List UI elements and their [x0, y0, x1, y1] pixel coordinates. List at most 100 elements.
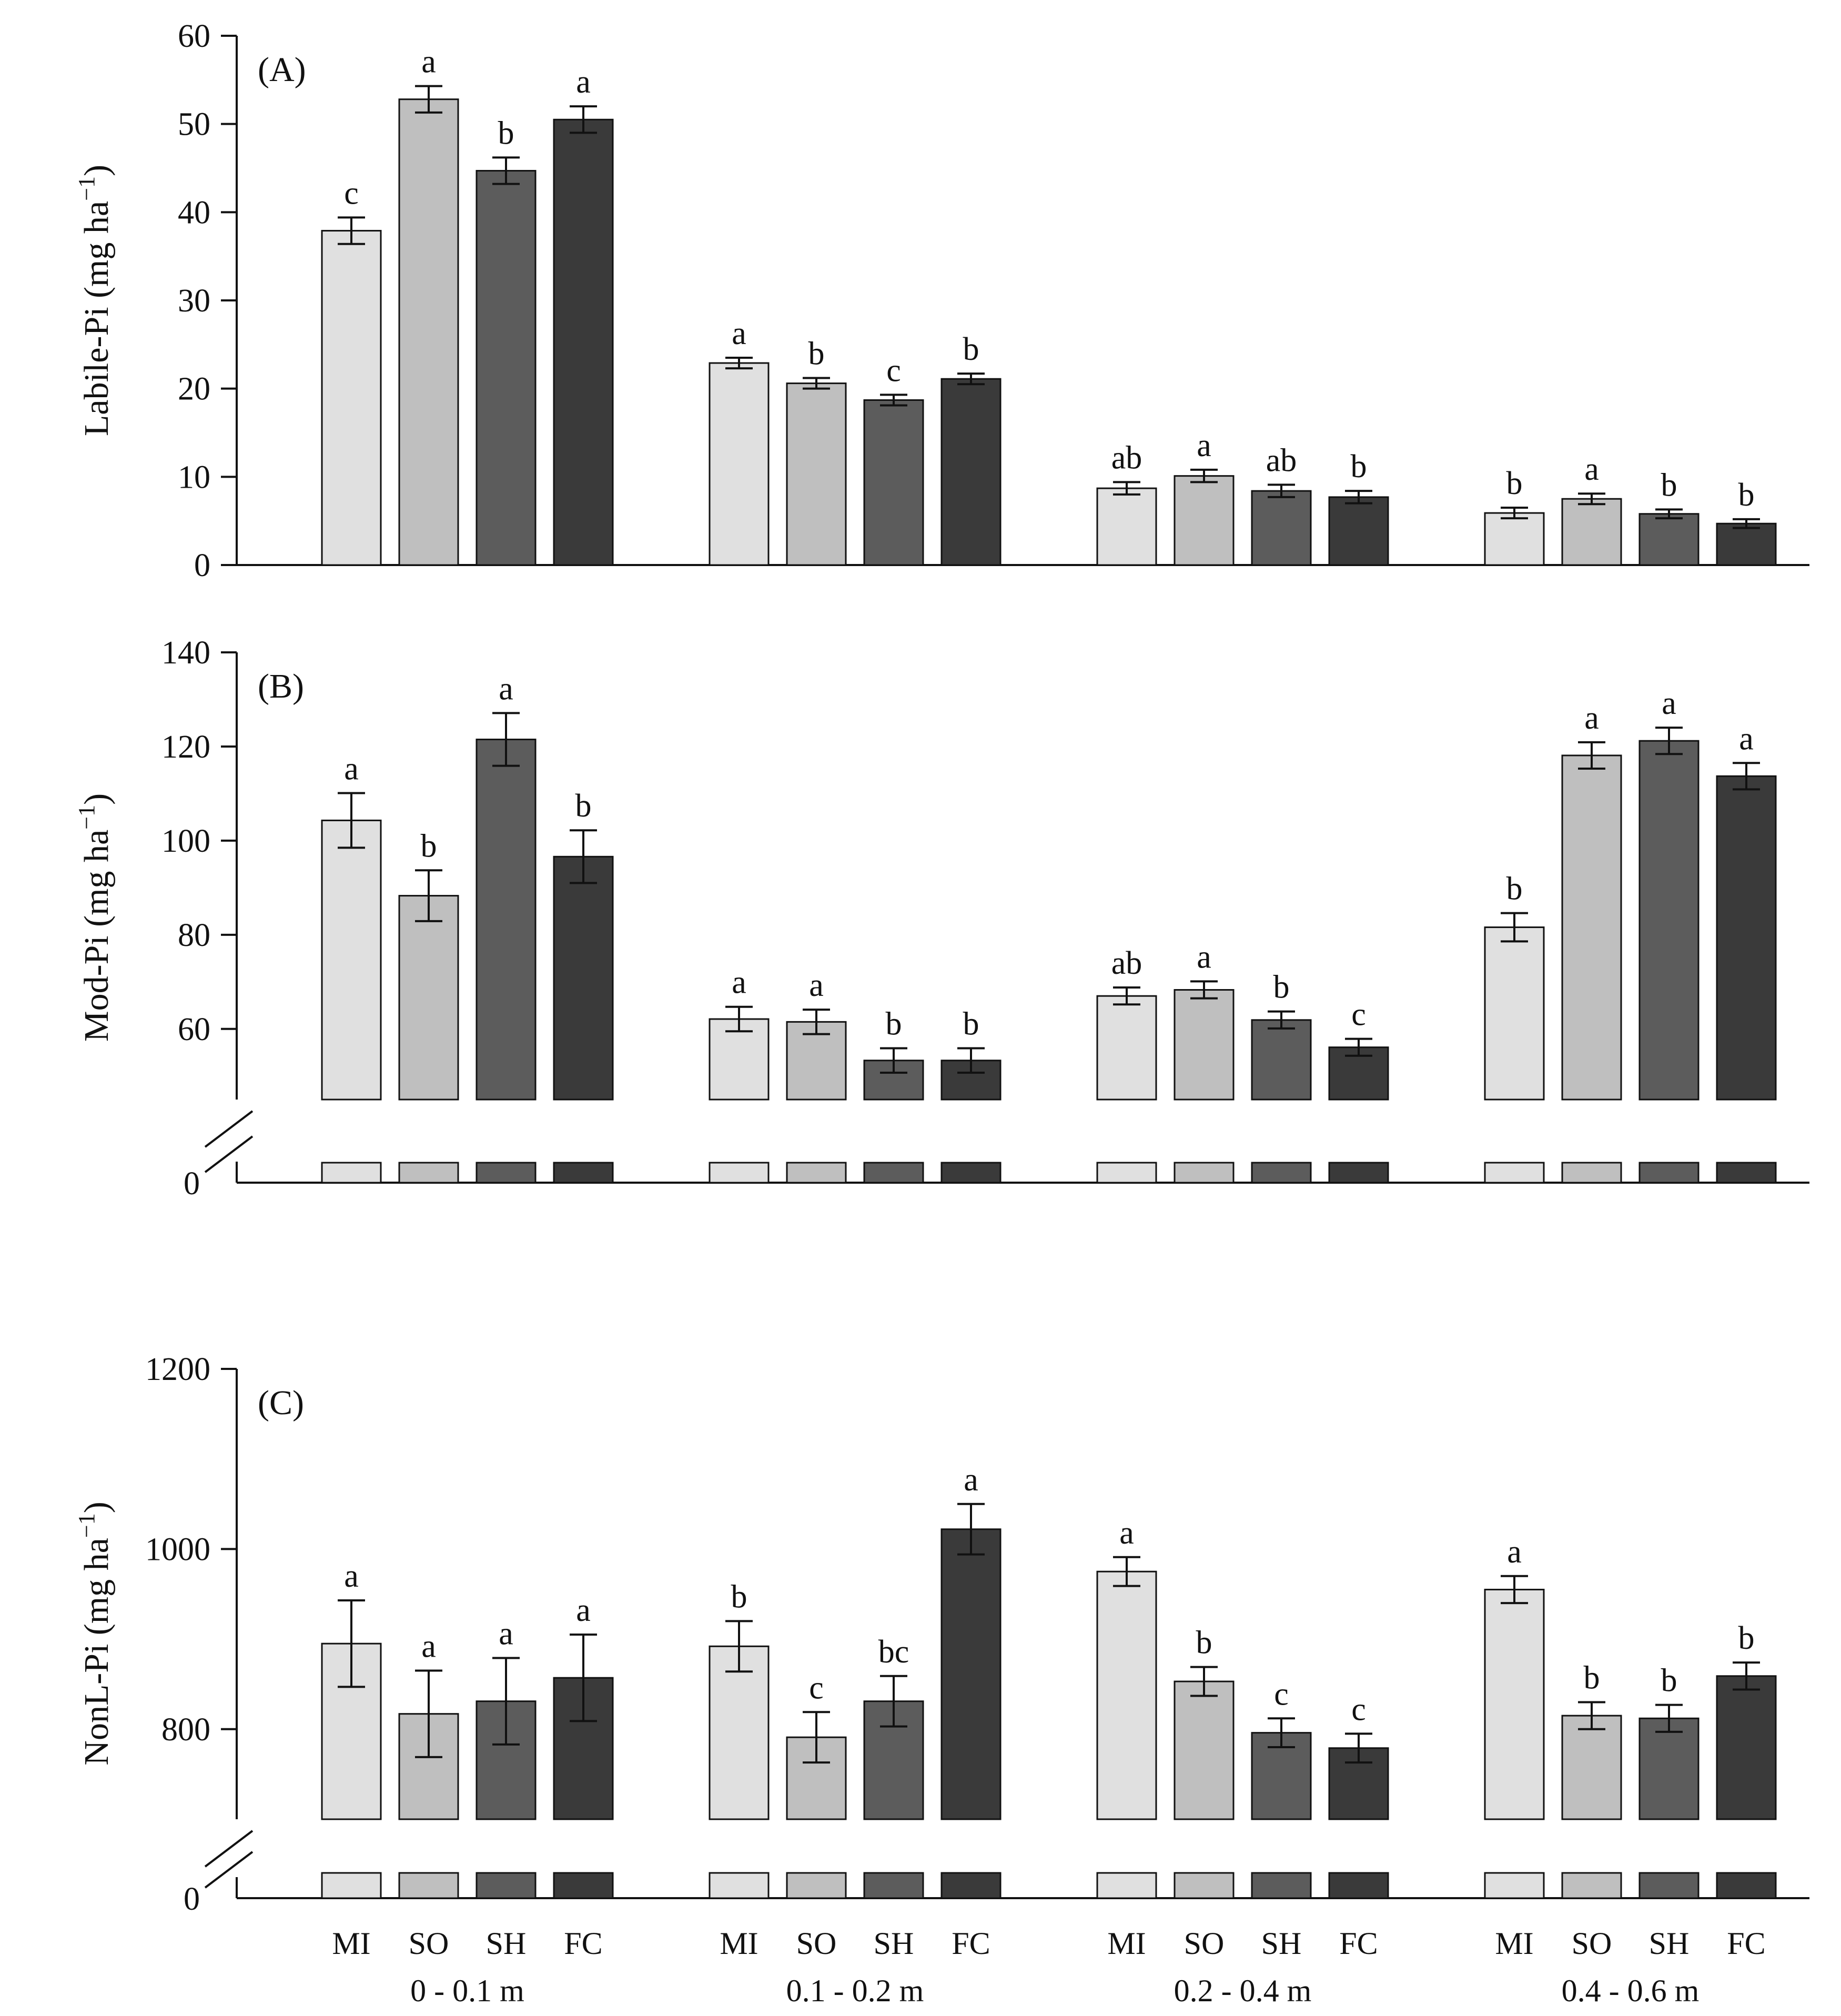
- panel-label: (A): [258, 51, 306, 89]
- x-group-label: 0.4 - 0.6 m: [1562, 1973, 1700, 2008]
- bar-stub-so-2: [1174, 1162, 1235, 1184]
- x-group-label: 0.2 - 0.4 m: [1174, 1973, 1312, 2008]
- x-category-label: MI: [1495, 1926, 1533, 1961]
- x-category-label: FC: [952, 1926, 990, 1961]
- bar-stub-mi-2: [1096, 1162, 1157, 1184]
- x-category-label: SH: [874, 1926, 914, 1961]
- bar-sh-2: [1251, 490, 1312, 566]
- panel-label: (C): [258, 1384, 304, 1422]
- bar-fc-1: [940, 1528, 1002, 1820]
- significance-letter: ab: [1111, 440, 1142, 476]
- bar-stub-sh-0: [476, 1162, 537, 1184]
- significance-letter: a: [344, 751, 359, 787]
- significance-letter: b: [1506, 466, 1523, 501]
- bar-stub-fc-1: [940, 1162, 1002, 1184]
- significance-letter: b: [1661, 1663, 1677, 1699]
- y-tick-label: 60: [178, 1012, 210, 1047]
- x-category-label: MI: [720, 1926, 758, 1961]
- bar-fc-1: [940, 378, 1002, 566]
- significance-letter: a: [421, 44, 436, 80]
- bar-stub-sh-3: [1638, 1162, 1700, 1184]
- significance-letter: c: [886, 352, 901, 388]
- bar-stub-mi-3: [1484, 1162, 1545, 1184]
- y-tick-label: 800: [161, 1712, 210, 1748]
- bar-stub-sh-3: [1638, 1872, 1700, 1899]
- bar-stub-mi-2: [1096, 1872, 1157, 1899]
- significance-letter: b: [731, 1579, 747, 1615]
- bar-so-2: [1174, 1680, 1235, 1820]
- bar-mi-2: [1096, 1570, 1157, 1820]
- y-tick-label: 120: [161, 729, 210, 765]
- y-tick-label: 80: [178, 918, 210, 953]
- y-zero-label: 0: [184, 1166, 200, 1202]
- axis-break-mark: [204, 1135, 254, 1173]
- significance-letter: b: [1351, 449, 1367, 485]
- significance-letter: a: [576, 64, 591, 100]
- bar-sh-0: [476, 739, 537, 1101]
- significance-letter: a: [499, 671, 513, 707]
- bar-mi-3: [1484, 512, 1545, 566]
- significance-letter: b: [1661, 467, 1677, 503]
- x-category-label: SH: [1649, 1926, 1690, 1961]
- bar-sh-0: [476, 170, 537, 566]
- x-axis-categories: MI SO SH FC 0 - 0.1 m MI SO SH FC 0.1 - 0.2 m MI SO…: [332, 1926, 1765, 2008]
- bar-stub-so-0: [398, 1162, 459, 1184]
- bar-mi-3: [1484, 1588, 1545, 1820]
- x-category-label: SH: [1261, 1926, 1302, 1961]
- bar-stub-mi-1: [709, 1872, 770, 1899]
- bar-fc-2: [1328, 496, 1389, 566]
- x-category-label: SO: [1572, 1926, 1612, 1961]
- x-category-label: SH: [486, 1926, 527, 1961]
- significance-letter: a: [964, 1462, 978, 1498]
- bar-mi-0: [321, 819, 382, 1101]
- bar-sh-2: [1251, 1019, 1312, 1101]
- bar-so-2: [1174, 989, 1235, 1101]
- significance-letter: a: [1197, 428, 1211, 463]
- bar-mi-1: [709, 1018, 770, 1101]
- x-category-label: SO: [409, 1926, 449, 1961]
- bar-so-2: [1174, 475, 1235, 566]
- significance-letter: c: [1351, 997, 1366, 1033]
- axis-break-mark: [204, 1851, 254, 1889]
- y-zero-label: 0: [184, 1881, 200, 1917]
- significance-letter: b: [808, 336, 825, 372]
- bar-mi-1: [709, 362, 770, 566]
- bar-sh-0: [476, 1700, 537, 1820]
- bar-stub-sh-1: [863, 1872, 924, 1899]
- bar-mi-3: [1484, 926, 1545, 1101]
- y-tick-label: 60: [178, 18, 210, 54]
- significance-letter: b: [886, 1006, 902, 1042]
- significance-letter: b: [1506, 871, 1523, 907]
- significance-letter: b: [575, 788, 592, 824]
- significance-letter: ab: [1111, 945, 1142, 981]
- bar-stub-so-1: [786, 1162, 847, 1184]
- bar-stub-sh-0: [476, 1872, 537, 1899]
- panel-c: 800 1000 1200 0 (C) NonL-Pi (mg ha−1) a b a a a c b b…: [74, 1352, 1809, 1917]
- significance-letter: b: [1273, 970, 1290, 1005]
- bar-stub-fc-0: [553, 1162, 614, 1184]
- bar-so-1: [786, 382, 847, 566]
- significance-letter: c: [344, 175, 359, 211]
- y-axis-title: Labile-Pi (mg ha−1): [74, 165, 116, 436]
- x-category-label: FC: [1339, 1926, 1378, 1961]
- bar-sh-3: [1638, 740, 1700, 1101]
- significance-letter: a: [1739, 721, 1754, 757]
- bar-stub-so-0: [398, 1872, 459, 1899]
- bar-stub-mi-1: [709, 1162, 770, 1184]
- significance-letter: c: [809, 1670, 824, 1706]
- y-tick-label: 10: [178, 459, 210, 495]
- bar-stub-so-3: [1561, 1872, 1622, 1899]
- bar-stub-sh-2: [1251, 1872, 1312, 1899]
- bar-stub-fc-3: [1716, 1872, 1777, 1899]
- significance-letter: b: [1738, 477, 1755, 513]
- bar-mi-1: [709, 1645, 770, 1820]
- y-tick-label: 140: [161, 635, 210, 671]
- axis-break-mark: [204, 1110, 254, 1148]
- bar-stub-fc-3: [1716, 1162, 1777, 1184]
- significance-letter: b: [963, 1006, 979, 1042]
- y-tick-label: 100: [161, 823, 210, 859]
- x-category-label: FC: [564, 1926, 602, 1961]
- significance-letter: a: [576, 1592, 591, 1628]
- significance-letter: b: [963, 331, 979, 367]
- bar-sh-1: [863, 399, 924, 566]
